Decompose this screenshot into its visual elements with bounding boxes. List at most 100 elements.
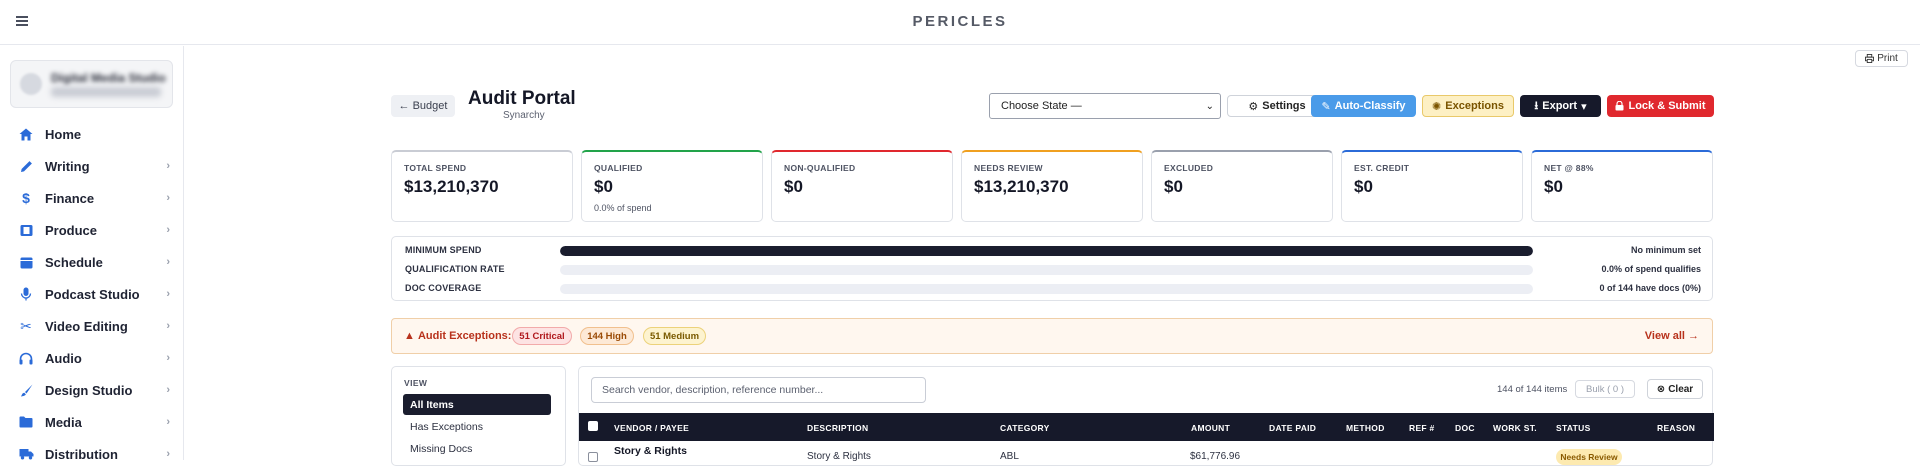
stat-card: NON-QUALIFIED $0 [771, 150, 953, 222]
column-header[interactable]: DESCRIPTION [807, 423, 869, 433]
chevron-right-icon: › [166, 352, 170, 364]
exceptions-button[interactable]: ✺ Exceptions [1422, 95, 1514, 117]
category-cell: ABL [1000, 451, 1019, 462]
progress-track [560, 265, 1533, 275]
state-select[interactable]: Choose State — ⌄ [989, 93, 1221, 119]
column-header[interactable]: STATUS [1556, 423, 1591, 433]
sidebar-item-home[interactable]: Home [0, 118, 184, 150]
bug-icon: ✺ [1432, 100, 1442, 113]
column-header[interactable]: AMOUNT [1191, 423, 1231, 433]
search-input[interactable]: Search vendor, description, reference nu… [591, 377, 926, 403]
hamburger-menu-icon[interactable] [16, 16, 28, 26]
column-header[interactable]: DATE PAID [1269, 423, 1317, 433]
back-to-budget-button[interactable]: ← Budget [391, 95, 455, 117]
stat-value: $0 [1354, 177, 1373, 196]
clear-button[interactable]: ⊗ Clear [1647, 379, 1703, 399]
stat-value: $13,210,370 [404, 177, 499, 196]
chevron-right-icon: › [166, 224, 170, 236]
stat-value: $13,210,370 [974, 177, 1069, 196]
org-switcher[interactable]: Digital Media Studio [10, 60, 173, 108]
wand-icon: ✎ [1321, 100, 1331, 113]
medium-badge[interactable]: 51 Medium [643, 327, 706, 345]
sidebar-item-distribution[interactable]: Distribution › [0, 438, 184, 470]
bulk-action-button[interactable]: Bulk ( 0 ) [1575, 380, 1635, 398]
dollar-icon: $ [22, 190, 30, 206]
stat-card: NEEDS REVIEW $13,210,370 [961, 150, 1143, 222]
stat-card: QUALIFIED $0 0.0% of spend [581, 150, 763, 222]
progress-row: QUALIFICATION RATE 0.0% of spend qualifie… [405, 263, 1701, 277]
progress-label: MINIMUM SPEND [405, 245, 482, 255]
table-row[interactable]: Story & Rights Story & Rights ABL $61,77… [579, 441, 1714, 471]
table-header: VENDOR / PAYEE DESCRIPTION CATEGORY AMOU… [579, 413, 1714, 441]
sidebar-item-design-studio[interactable]: Design Studio › [0, 374, 184, 406]
stat-value: $0 [594, 177, 613, 196]
sidebar-item-label: Produce [45, 222, 98, 238]
auto-classify-button[interactable]: ✎ Auto-Classify [1311, 95, 1416, 117]
stat-label: NON-QUALIFIED [784, 163, 856, 173]
chevron-right-icon: › [166, 320, 170, 332]
stat-card: EST. CREDIT $0 [1341, 150, 1523, 222]
settings-label: Settings [1262, 100, 1306, 112]
critical-badge[interactable]: 51 Critical [512, 327, 572, 345]
view-missing-docs[interactable]: Missing Docs [410, 442, 473, 455]
sidebar-item-podcast-studio[interactable]: Podcast Studio › [0, 278, 184, 310]
view-has-exceptions[interactable]: Has Exceptions [410, 420, 483, 433]
progress-panel: MINIMUM SPEND No minimum set QUALIFICATION… [391, 236, 1713, 301]
sidebar-item-label: Design Studio [45, 382, 133, 398]
download-icon: ⭳ [1534, 99, 1539, 112]
high-badge[interactable]: 144 High [580, 327, 634, 345]
stat-note: 0.0% of spend [594, 203, 652, 213]
pencil-icon [18, 158, 34, 174]
view-label: VIEW [404, 378, 428, 388]
printer-icon [1865, 54, 1875, 63]
chevron-down-icon: ⌄ [1205, 101, 1214, 112]
sidebar-item-video-editing[interactable]: ✂ Video Editing › [0, 310, 184, 342]
progress-row: MINIMUM SPEND No minimum set [405, 244, 1701, 258]
brand-logo: PERICLES [912, 13, 1008, 30]
sidebar-item-produce[interactable]: Produce › [0, 214, 184, 246]
settings-button[interactable]: ⚙ Settings [1227, 95, 1327, 117]
column-header[interactable]: DOC [1455, 423, 1475, 433]
sidebar-item-audio[interactable]: Audio › [0, 342, 184, 374]
org-name: Digital Media Studio [51, 71, 166, 85]
vendor-cell: Story & Rights [614, 445, 687, 457]
page-title: Audit Portal [468, 88, 576, 109]
org-avatar [20, 73, 42, 95]
lock-submit-button[interactable]: Lock & Submit [1607, 95, 1714, 117]
sidebar-item-schedule[interactable]: Schedule › [0, 246, 184, 278]
view-all-link[interactable]: View all → [1644, 330, 1699, 342]
progress-row: DOC COVERAGE 0 of 144 have docs (0%) [405, 282, 1701, 296]
sidebar-item-finance[interactable]: $ Finance › [0, 182, 184, 214]
sidebar-item-label: Video Editing [45, 318, 128, 334]
sidebar-nav: Home Writing › $ Finance › Produce › Schedule › Po… [0, 118, 184, 470]
stat-label: TOTAL SPEND [404, 163, 467, 173]
chevron-right-icon: › [166, 288, 170, 300]
progress-value: 0 of 144 have docs (0%) [1599, 283, 1701, 293]
audit-exceptions-bar: ▲ Audit Exceptions: 51 Critical 144 High… [391, 318, 1713, 354]
select-all-checkbox[interactable] [588, 421, 598, 431]
sidebar-item-media[interactable]: Media › [0, 406, 184, 438]
sidebar-item-label: Writing [45, 158, 90, 174]
progress-value: 0.0% of spend qualifies [1601, 264, 1701, 274]
audit-exceptions-title: ▲ Audit Exceptions: [404, 330, 511, 342]
column-header[interactable]: REF # [1409, 423, 1435, 433]
sidebar-item-writing[interactable]: Writing › [0, 150, 184, 182]
stat-label: QUALIFIED [594, 163, 643, 173]
print-button[interactable]: Print [1855, 50, 1908, 67]
column-header[interactable]: METHOD [1346, 423, 1385, 433]
view-all-items[interactable]: All Items [403, 394, 551, 415]
export-button[interactable]: ⭳ Export ▾ [1520, 95, 1601, 117]
clear-label: Clear [1668, 383, 1694, 395]
column-header[interactable]: VENDOR / PAYEE [614, 423, 690, 433]
column-header[interactable]: REASON [1657, 423, 1696, 433]
progress-value: No minimum set [1630, 245, 1701, 255]
org-subtitle [51, 87, 161, 97]
column-header[interactable]: WORK ST. [1493, 423, 1537, 433]
column-header[interactable]: CATEGORY [1000, 423, 1050, 433]
row-checkbox[interactable] [588, 452, 598, 462]
view-filter-panel: VIEW All Items Has Exceptions Missing Do… [391, 366, 566, 466]
state-select-value: Choose State — [1001, 100, 1082, 112]
auto-classify-label: Auto-Classify [1334, 100, 1406, 112]
folder-icon [18, 414, 34, 430]
progress-track [560, 246, 1533, 256]
